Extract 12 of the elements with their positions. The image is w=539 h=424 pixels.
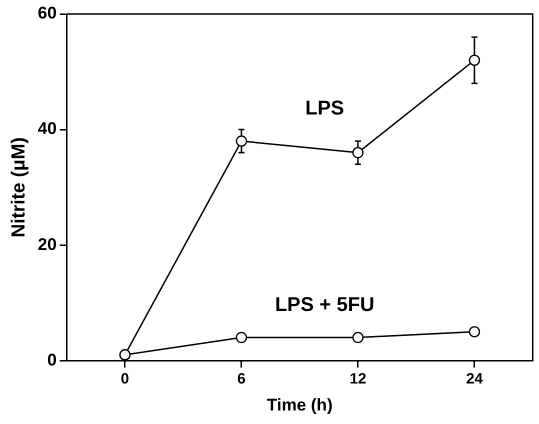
y-tick-label: 40 xyxy=(38,119,57,138)
y-axis-title: Nitrite (μM) xyxy=(8,137,30,238)
series-label: LPS + 5FU xyxy=(274,294,374,316)
x-axis-title: Time (h) xyxy=(266,395,333,414)
y-tick-label: 0 xyxy=(47,350,57,370)
x-tick-label: 6 xyxy=(237,370,246,388)
y-tick-label: 20 xyxy=(38,234,57,254)
y-tick-label: 60 xyxy=(38,4,57,23)
x-tick-label: 0 xyxy=(120,370,130,388)
x-tick-label: 12 xyxy=(350,370,366,388)
series-label: LPS xyxy=(305,98,344,120)
x-tick-label: 24 xyxy=(466,370,484,388)
